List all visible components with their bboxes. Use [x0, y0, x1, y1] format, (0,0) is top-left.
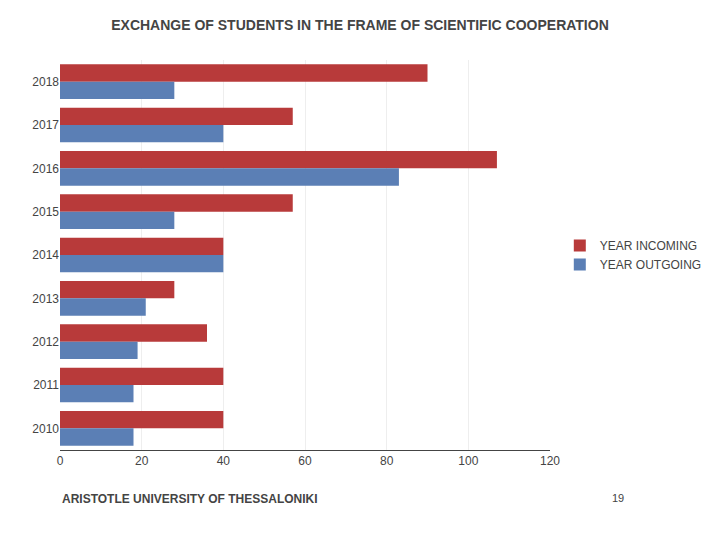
svg-text:2013: 2013	[32, 292, 59, 306]
svg-text:20: 20	[135, 454, 149, 468]
svg-text:ARISTOTLE UNIVERSITY OF THESSA: ARISTOTLE UNIVERSITY OF THESSALONIKI	[62, 492, 318, 506]
svg-text:19: 19	[612, 492, 624, 504]
svg-text:2016: 2016	[32, 162, 59, 176]
svg-text:2010: 2010	[32, 422, 59, 436]
svg-text:YEAR OUTGOING: YEAR OUTGOING	[600, 258, 701, 272]
svg-text:60: 60	[298, 454, 312, 468]
svg-text:EXCHANGE OF STUDENTS IN THE FR: EXCHANGE OF STUDENTS IN THE FRAME OF SCI…	[111, 17, 609, 33]
svg-text:2018: 2018	[32, 75, 59, 89]
svg-text:100: 100	[458, 454, 478, 468]
svg-text:120: 120	[540, 454, 560, 468]
svg-text:80: 80	[380, 454, 394, 468]
svg-text:2011: 2011	[33, 378, 59, 392]
svg-text:0: 0	[57, 454, 64, 468]
svg-text:2017: 2017	[32, 118, 59, 132]
svg-text:2012: 2012	[32, 335, 59, 349]
svg-text:40: 40	[217, 454, 231, 468]
svg-text:2015: 2015	[32, 205, 59, 219]
svg-text:YEAR INCOMING: YEAR INCOMING	[600, 239, 697, 253]
svg-text:2014: 2014	[32, 248, 59, 262]
